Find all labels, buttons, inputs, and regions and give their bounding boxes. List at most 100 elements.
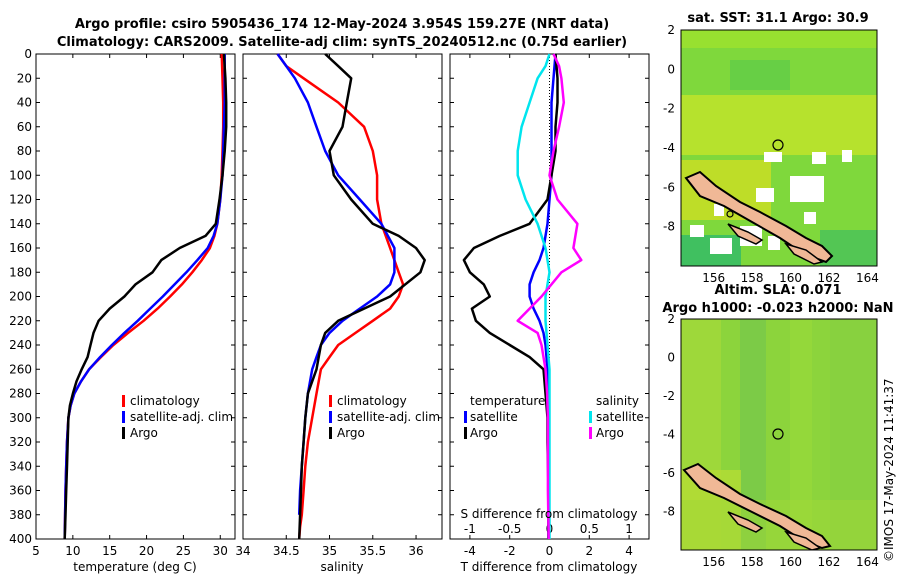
map-x-tick-label: 156 — [702, 555, 725, 569]
y-tick-label: 40 — [17, 96, 32, 110]
legend-label-s-satellite: satellite — [596, 410, 644, 424]
legend-label-climatology: climatology — [130, 394, 200, 408]
x-tick-label: 25 — [176, 544, 191, 558]
series-line-climatology — [63, 53, 225, 540]
series-line-argo — [297, 53, 426, 540]
legend-swatch-climatology — [122, 395, 125, 407]
y-tick-label: 320 — [9, 435, 32, 449]
series-line-satellite-adj-clim — [63, 54, 226, 540]
top-x-tick-label: -1 — [464, 522, 476, 536]
y-tick-label: 60 — [17, 120, 32, 134]
x-tick-label: 35 — [322, 544, 337, 558]
legend-title-salinity: salinity — [596, 394, 639, 408]
y-tick-label: 0 — [24, 47, 32, 61]
series-line-satellite-adj-clim — [276, 53, 396, 515]
y-tick-label: 160 — [9, 241, 32, 255]
legend-swatch-satellite — [122, 411, 125, 423]
tick-layer: 0204060801001201401601802002202402602803… — [9, 23, 879, 569]
legend-swatch-satellite — [329, 411, 332, 423]
salinity-xlabel: salinity — [320, 560, 363, 574]
map-y-tick-label: -4 — [663, 141, 675, 155]
legend-label-climatology: climatology — [337, 394, 407, 408]
map-x-tick-label: 162 — [818, 271, 841, 285]
y-tick-label: 280 — [9, 387, 32, 401]
legend-label-t-argo: Argo — [470, 426, 498, 440]
difference-top-xlabel: S difference from climatology — [461, 507, 638, 521]
map-y-tick-label: -2 — [663, 389, 675, 403]
legend-title-temperature: temperature — [470, 394, 545, 408]
map-y-tick-label: -8 — [663, 505, 675, 519]
legend-label-satellite: satellite-adj. clim — [130, 410, 233, 424]
map-x-tick-label: 162 — [818, 555, 841, 569]
y-tick-label: 200 — [9, 290, 32, 304]
sla-map-subtitle: Argo h1000: -0.023 h2000: NaN — [662, 301, 893, 316]
sla-map-field — [681, 319, 877, 550]
series-line-argo — [63, 53, 228, 540]
legend-label-argo: Argo — [337, 426, 365, 440]
series-layer — [63, 53, 583, 540]
legend-label-argo: Argo — [130, 426, 158, 440]
sla-map-title: Altim. SLA: 0.071 — [715, 283, 842, 298]
top-x-tick-label: 1 — [625, 522, 633, 536]
sst-map-field — [681, 30, 877, 266]
figure-title-line1: Argo profile: csiro 5905436_174 12-May-2… — [75, 17, 609, 32]
map-x-tick-label: 164 — [856, 555, 879, 569]
y-tick-label: 380 — [9, 508, 32, 522]
x-tick-label: 36 — [408, 544, 423, 558]
argo-position-marker — [772, 428, 784, 440]
map-x-tick-label: 160 — [779, 271, 802, 285]
map-y-tick-label: 0 — [667, 62, 675, 76]
y-tick-label: 240 — [9, 338, 32, 352]
temperature-xlabel: temperature (deg C) — [73, 560, 196, 574]
x-tick-label: 20 — [139, 544, 154, 558]
map-y-tick-label: 0 — [667, 351, 675, 365]
series-line-temperature-argo — [462, 53, 559, 539]
map-y-tick-label: -6 — [663, 180, 675, 194]
argo-position-marker — [772, 139, 784, 151]
map-x-tick-label: 158 — [741, 271, 764, 285]
map-x-tick-label: 156 — [702, 271, 725, 285]
x-tick-label: -4 — [464, 544, 476, 558]
series-line-salinity-argo — [516, 53, 583, 540]
map-y-tick-label: -6 — [663, 466, 675, 480]
sla-map-frame — [680, 318, 878, 551]
figure-title-line2: Climatology: CARS2009. Satellite-adj cli… — [57, 35, 627, 50]
x-tick-label: 34.5 — [273, 544, 300, 558]
top-x-tick-label: -0.5 — [498, 522, 521, 536]
y-tick-label: 300 — [9, 411, 32, 425]
y-tick-label: 220 — [9, 314, 32, 328]
y-tick-label: 400 — [9, 532, 32, 546]
difference-xlabel: T difference from climatology — [460, 560, 638, 574]
legend-swatch-argo — [122, 427, 125, 439]
x-tick-label: 15 — [102, 544, 117, 558]
x-tick-label: 0 — [546, 544, 554, 558]
salinity-legend: climatology satellite-adj. clim Argo — [329, 394, 440, 440]
y-tick-label: 260 — [9, 362, 32, 376]
legend-label-s-argo: Argo — [596, 426, 624, 440]
y-tick-label: 20 — [17, 71, 32, 85]
x-tick-label: -2 — [504, 544, 516, 558]
series-line-climatology — [276, 53, 405, 540]
sst-map-title: sat. SST: 31.1 Argo: 30.9 — [687, 11, 868, 26]
imos-credit: ©IMOS 17-May-2024 11:41:37 — [882, 378, 896, 562]
legend-swatch-argo — [329, 427, 332, 439]
legend-label-t-satellite: satellite — [470, 410, 518, 424]
x-tick-label: 10 — [65, 544, 80, 558]
y-tick-label: 120 — [9, 193, 32, 207]
legend-swatch-climatology — [329, 395, 332, 407]
x-tick-label: 30 — [213, 544, 228, 558]
x-tick-label: 5 — [32, 544, 40, 558]
y-tick-label: 180 — [9, 265, 32, 279]
map-y-tick-label: -2 — [663, 102, 675, 116]
y-tick-label: 360 — [9, 484, 32, 498]
series-line-salinity-satellite — [516, 53, 551, 539]
x-tick-label: 34 — [235, 544, 250, 558]
x-tick-label: 4 — [625, 544, 633, 558]
legend-swatch-t-argo — [464, 427, 467, 439]
x-tick-label: 35.5 — [359, 544, 386, 558]
map-x-tick-label: 164 — [856, 271, 879, 285]
difference-legend: temperature satellite Argo salinity sate… — [464, 394, 644, 440]
y-tick-label: 80 — [17, 144, 32, 158]
y-tick-label: 100 — [9, 168, 32, 182]
